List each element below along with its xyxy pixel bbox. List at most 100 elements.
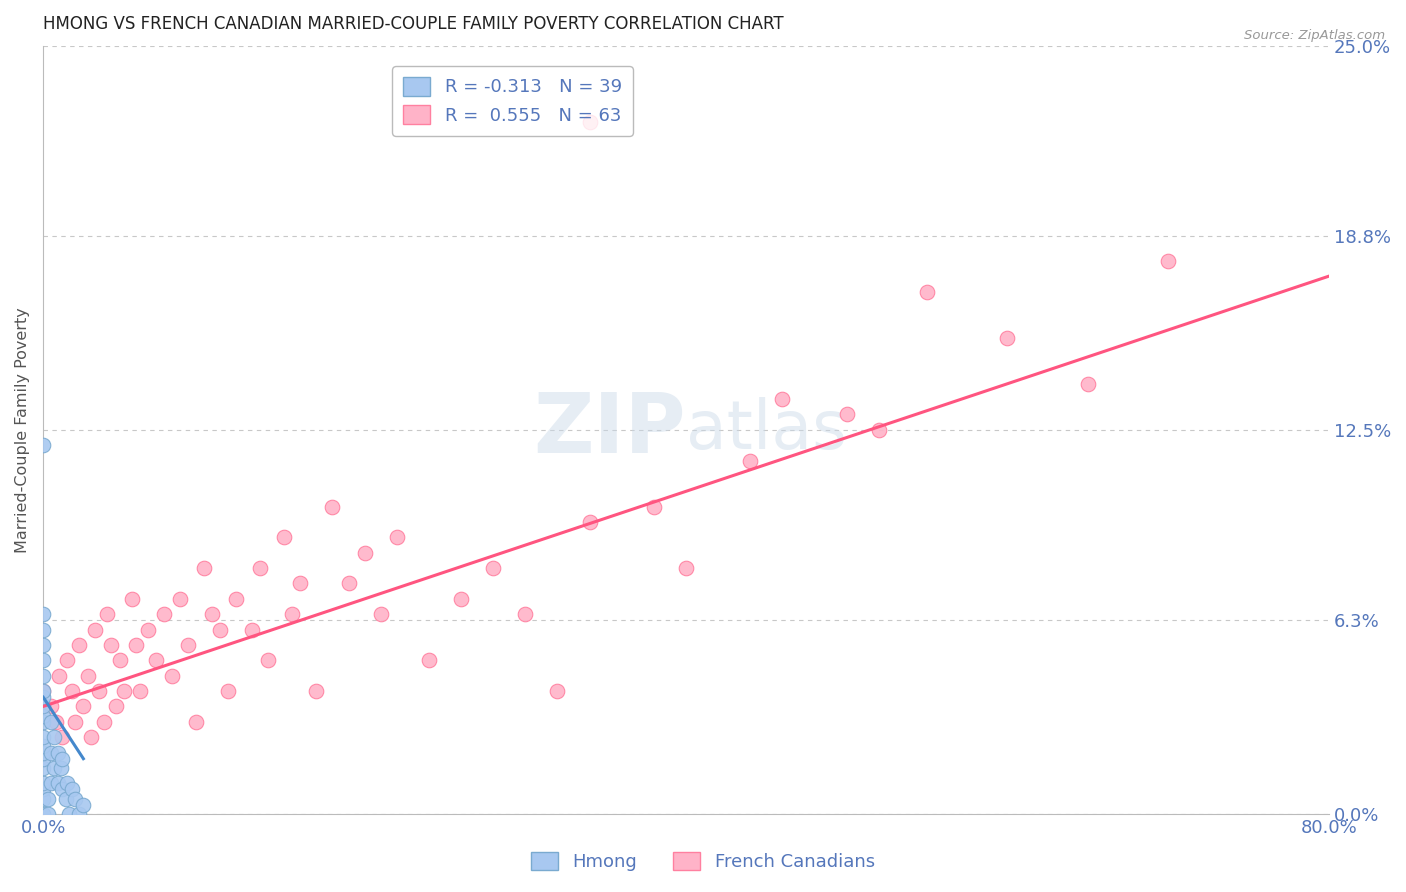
Point	[32, 699, 55, 714]
Point	[257, 653, 280, 667]
Point	[177, 638, 200, 652]
Point	[225, 591, 247, 606]
Point	[915, 285, 938, 299]
Point	[37, 807, 59, 822]
Point	[515, 607, 537, 622]
Point	[49, 761, 72, 775]
Point	[37, 791, 59, 805]
Point	[835, 408, 858, 422]
Point	[32, 690, 55, 705]
Point	[1077, 376, 1099, 391]
Point	[100, 638, 122, 652]
Point	[32, 669, 55, 683]
Point	[55, 791, 77, 805]
Point	[96, 607, 118, 622]
Point	[51, 730, 73, 744]
Point	[32, 807, 55, 822]
Point	[578, 115, 600, 129]
Point	[60, 782, 83, 797]
Point	[290, 576, 312, 591]
Point	[353, 546, 375, 560]
Point	[32, 684, 55, 698]
Point	[58, 807, 80, 822]
Point	[51, 752, 73, 766]
Point	[208, 623, 231, 637]
Point	[418, 653, 440, 667]
Point	[72, 699, 94, 714]
Point	[160, 669, 183, 683]
Point	[77, 669, 100, 683]
Point	[32, 638, 55, 652]
Point	[56, 776, 79, 790]
Point	[46, 746, 69, 760]
Text: ZIP: ZIP	[533, 389, 686, 470]
Point	[60, 684, 83, 698]
Point	[89, 684, 111, 698]
Point	[281, 607, 304, 622]
Point	[193, 561, 215, 575]
Point	[112, 684, 135, 698]
Point	[93, 714, 115, 729]
Point	[39, 714, 62, 729]
Point	[121, 591, 143, 606]
Point	[32, 438, 55, 452]
Point	[48, 669, 70, 683]
Point	[273, 530, 295, 544]
Point	[321, 500, 343, 514]
Point	[125, 638, 148, 652]
Point	[45, 714, 67, 729]
Point	[868, 423, 890, 437]
Point	[1157, 253, 1180, 268]
Point	[104, 699, 127, 714]
Point	[67, 638, 90, 652]
Point	[32, 708, 55, 723]
Point	[39, 746, 62, 760]
Point	[32, 782, 55, 797]
Point	[482, 561, 505, 575]
Point	[337, 576, 360, 591]
Point	[772, 392, 794, 406]
Point	[385, 530, 408, 544]
Point	[80, 730, 103, 744]
Point	[32, 653, 55, 667]
Text: HMONG VS FRENCH CANADIAN MARRIED-COUPLE FAMILY POVERTY CORRELATION CHART: HMONG VS FRENCH CANADIAN MARRIED-COUPLE …	[44, 15, 783, 33]
Point	[39, 776, 62, 790]
Point	[201, 607, 224, 622]
Point	[32, 714, 55, 729]
Point	[39, 699, 62, 714]
Point	[997, 331, 1019, 345]
Point	[32, 752, 55, 766]
Point	[65, 714, 87, 729]
Point	[675, 561, 697, 575]
Point	[370, 607, 392, 622]
Point	[169, 591, 191, 606]
Point	[217, 684, 239, 698]
Point	[32, 776, 55, 790]
Point	[44, 761, 66, 775]
Point	[110, 653, 132, 667]
Point	[72, 797, 94, 812]
Point	[32, 746, 55, 760]
Point	[145, 653, 167, 667]
Point	[51, 782, 73, 797]
Point	[67, 807, 90, 822]
Y-axis label: Married-Couple Family Poverty: Married-Couple Family Poverty	[15, 307, 30, 553]
Point	[152, 607, 174, 622]
Point	[136, 623, 159, 637]
Point	[305, 684, 328, 698]
Point	[32, 730, 55, 744]
Legend: R = -0.313   N = 39, R =  0.555   N = 63: R = -0.313 N = 39, R = 0.555 N = 63	[392, 66, 633, 136]
Point	[83, 623, 105, 637]
Point	[450, 591, 472, 606]
Point	[46, 776, 69, 790]
Point	[546, 684, 568, 698]
Point	[184, 714, 207, 729]
Legend: Hmong, French Canadians: Hmong, French Canadians	[524, 845, 882, 879]
Point	[578, 515, 600, 529]
Point	[32, 623, 55, 637]
Point	[32, 684, 55, 698]
Point	[32, 739, 55, 754]
Point	[32, 791, 55, 805]
Point	[249, 561, 271, 575]
Text: Source: ZipAtlas.com: Source: ZipAtlas.com	[1244, 29, 1385, 42]
